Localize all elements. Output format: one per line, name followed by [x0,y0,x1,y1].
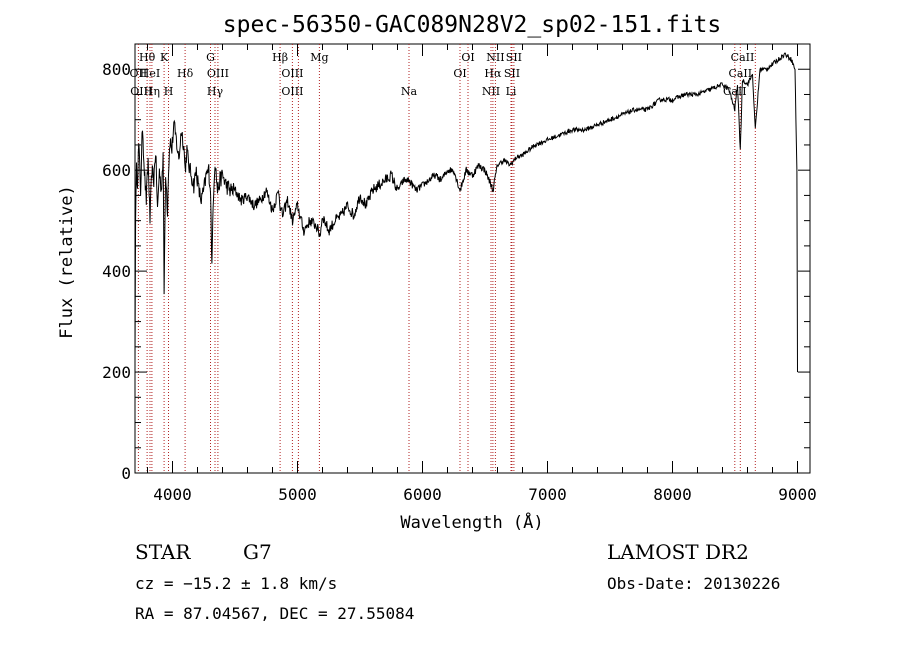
line-label-r0-2: G [206,51,215,64]
line-label-r0-0: Hθ [139,51,156,64]
line-label-r0-5: OI [461,51,474,64]
y-tick-label-3: 600 [102,161,131,180]
line-label-r2-4: OIII [281,85,303,98]
redshift-info: cz = −15.2 ± 1.8 km/s [135,574,338,593]
spectrum-series-line [134,52,798,373]
line-label-r1-8: CaII [728,67,752,80]
line-label-r2-7: Li [506,85,517,98]
observation-date: Obs-Date: 20130226 [607,574,781,593]
y-axis: 0 200 400 600 800 [102,60,810,483]
x-tick-label-1: 5000 [278,485,317,504]
x-tick-label-5: 9000 [778,485,817,504]
line-label-r2-6: NII [482,85,500,98]
line-label-r1-3: OIII [207,67,229,80]
x-tick-label-2: 6000 [403,485,442,504]
plot-frame [134,43,811,474]
y-tick-label-0: 0 [121,464,131,483]
object-subclass: G7 [243,540,272,564]
line-label-r2-3: Hγ [207,85,224,98]
y-tick-label-1: 200 [102,363,131,382]
object-class: STAR [135,540,191,564]
x-tick-label-3: 7000 [528,485,567,504]
line-label-r0-3: Hβ [272,51,288,64]
x-tick-label-0: 4000 [153,485,192,504]
line-label-r1-1: HeI [140,67,160,80]
line-label-r0-8: CaII [731,51,755,64]
chart-title: spec-56350-GAC089N28V2_sp02-151.fits [223,12,722,38]
line-label-r1-4: OIII [281,67,303,80]
line-label-r0-7: SII [506,51,522,64]
line-label-r1-6: Hα [484,67,502,80]
line-label-r1-5: OI [453,67,466,80]
line-label-r1-0: OII [130,67,148,80]
spectral-line-markers [137,44,756,473]
x-tick-label-4: 8000 [653,485,692,504]
line-label-r2-5: Na [401,85,418,98]
line-label-r0-4: Mg [310,51,328,64]
y-tick-label-2: 400 [102,262,131,281]
line-label-r1-7: SII [504,67,520,80]
line-label-r1-2: Hδ [177,67,194,80]
coordinates: RA = 87.04567, DEC = 27.55084 [135,604,415,623]
x-axis-label: Wavelength (Å) [400,511,543,533]
x-axis: 4000 5000 6000 7000 8000 9000 [147,44,817,504]
y-tick-label-4: 800 [102,60,131,79]
survey-name: LAMOST DR2 [607,540,749,564]
line-label-r2-8: CaII [723,85,747,98]
line-label-r0-6: NII [486,51,504,64]
y-axis-label: Flux (relative) [57,185,77,339]
line-label-r2-1: Hη [144,85,160,98]
line-label-r0-1: K [160,51,169,64]
line-label-r2-2: H [164,85,174,98]
